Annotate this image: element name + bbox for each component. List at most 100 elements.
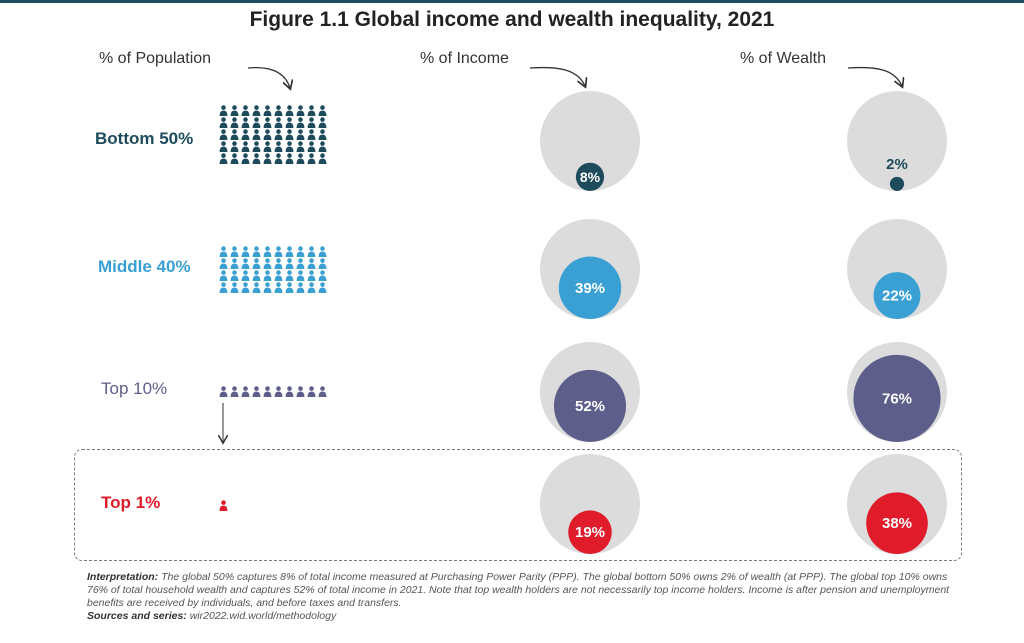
share-circle-income-middle40 — [558, 256, 622, 320]
person-icon — [296, 246, 305, 257]
person-icon — [296, 105, 305, 116]
person-icon — [285, 153, 294, 164]
person-icon — [263, 141, 272, 152]
wealth-column-header: % of Wealth — [740, 50, 826, 67]
outer-circle — [540, 454, 640, 554]
person-icon — [307, 129, 316, 140]
person-icon — [296, 258, 305, 269]
outer-circle — [847, 219, 947, 319]
person-icon — [285, 258, 294, 269]
person-icon — [230, 282, 239, 293]
person-icon — [241, 141, 250, 152]
person-icon — [241, 270, 250, 281]
person-icon — [285, 246, 294, 257]
person-icon — [219, 270, 228, 281]
person-icon — [263, 153, 272, 164]
person-icon — [296, 282, 305, 293]
sources-label: Sources and series: — [87, 610, 187, 622]
share-label-wealth-middle40: 22% — [882, 288, 912, 305]
person-icon — [274, 246, 283, 257]
person-icon — [307, 105, 316, 116]
person-icon — [296, 141, 305, 152]
share-circle-wealth-top1 — [866, 492, 928, 554]
share-circle-wealth-bottom50 — [889, 176, 905, 191]
person-icon — [318, 270, 327, 281]
share-label-income-top10: 52% — [575, 398, 605, 415]
outer-circle — [540, 91, 640, 191]
person-icon — [296, 117, 305, 128]
person-icon — [219, 141, 228, 152]
row-label-top-1: Top 1% — [101, 493, 161, 512]
person-icon — [274, 141, 283, 152]
person-icon — [296, 270, 305, 281]
person-icon — [263, 386, 272, 397]
person-icon — [318, 282, 327, 293]
person-icon — [241, 129, 250, 140]
person-icon — [285, 282, 294, 293]
person-icon — [230, 246, 239, 257]
person-icon — [219, 246, 228, 257]
person-icon — [263, 258, 272, 269]
person-icon — [241, 117, 250, 128]
person-icon — [307, 153, 316, 164]
person-icon — [307, 141, 316, 152]
person-icon — [252, 246, 261, 257]
top1-highlight-box — [74, 449, 962, 561]
sources-text: wir2022.wid.world/methodology — [189, 610, 337, 622]
person-icon — [230, 386, 239, 397]
person-icon — [307, 386, 316, 397]
person-icon — [219, 258, 228, 269]
share-label-income-top1: 19% — [575, 524, 605, 541]
person-icon — [307, 282, 316, 293]
population-column-header: % of Population — [99, 50, 212, 67]
person-icon — [252, 105, 261, 116]
person-icon — [252, 258, 261, 269]
share-circle-income-top1 — [568, 510, 612, 554]
person-icon — [274, 105, 283, 116]
person-icon — [274, 129, 283, 140]
person-icon — [285, 141, 294, 152]
person-icon — [219, 105, 228, 116]
top-rule — [0, 0, 1024, 3]
person-icon — [219, 153, 228, 164]
person-icon — [252, 386, 261, 397]
person-icon — [252, 129, 261, 140]
person-icon — [252, 117, 261, 128]
income-header-arrow — [529, 66, 585, 86]
person-icon — [318, 153, 327, 164]
share-label-wealth-bottom50: 2% — [886, 156, 908, 173]
person-icon — [285, 117, 294, 128]
person-icon — [263, 117, 272, 128]
interpretation-label: Interpretation: — [87, 571, 159, 583]
interpretation-text: The global 50% captures 8% of total inco… — [87, 571, 950, 609]
row-label-top-10: Top 10% — [101, 379, 168, 398]
person-icon — [318, 258, 327, 269]
person-icon — [230, 129, 239, 140]
share-circle-wealth-top10 — [853, 354, 941, 442]
chart-title: Figure 1.1 Global income and wealth ineq… — [249, 8, 775, 31]
person-icon — [274, 386, 283, 397]
population-icons-bottom-50 — [219, 105, 327, 164]
wealth-header-arrow — [847, 66, 902, 86]
person-icon — [318, 246, 327, 257]
person-icon — [241, 258, 250, 269]
person-icon — [241, 282, 250, 293]
person-icon — [219, 117, 228, 128]
person-icon — [241, 105, 250, 116]
interpretation-note: Interpretation: The global 50% captures … — [87, 571, 967, 610]
person-icon — [252, 141, 261, 152]
person-icon — [307, 270, 316, 281]
person-icon — [230, 270, 239, 281]
person-icon — [285, 129, 294, 140]
person-icon — [241, 153, 250, 164]
person-icon — [285, 270, 294, 281]
person-icon — [219, 500, 228, 511]
person-icon — [274, 258, 283, 269]
person-icon — [274, 282, 283, 293]
person-icon — [263, 270, 272, 281]
person-icon — [307, 117, 316, 128]
person-icon — [263, 246, 272, 257]
person-icon — [318, 129, 327, 140]
person-icon — [318, 117, 327, 128]
